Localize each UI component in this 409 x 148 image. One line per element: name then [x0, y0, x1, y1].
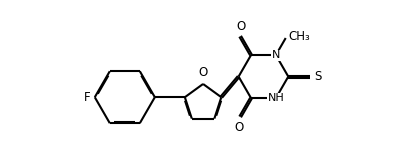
Text: O: O: [234, 121, 243, 134]
Text: CH₃: CH₃: [288, 30, 310, 44]
Text: O: O: [236, 20, 245, 33]
Text: NH: NH: [267, 93, 283, 103]
Text: S: S: [313, 70, 321, 83]
Text: F: F: [84, 91, 90, 104]
Text: O: O: [198, 66, 207, 79]
Text: N: N: [271, 50, 279, 60]
